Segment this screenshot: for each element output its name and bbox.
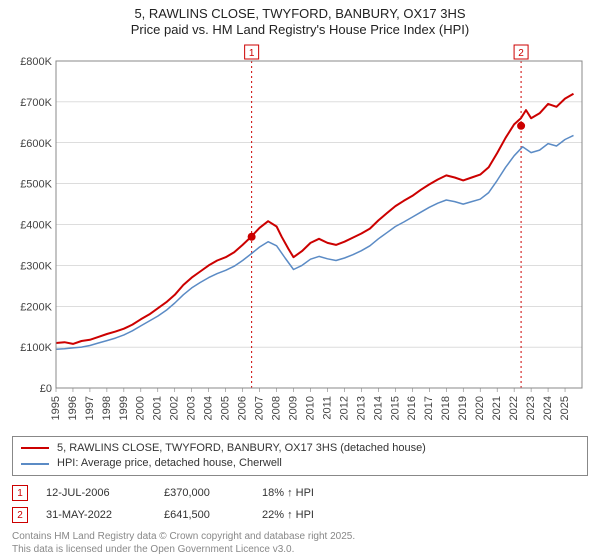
legend-item: HPI: Average price, detached house, Cher… [21, 456, 579, 471]
svg-text:2024: 2024 [542, 396, 554, 420]
svg-text:£800K: £800K [20, 56, 52, 68]
chart-title: 5, RAWLINS CLOSE, TWYFORD, BANBURY, OX17… [12, 6, 588, 39]
transaction-row: 2 31-MAY-2022 £641,500 22% ↑ HPI [12, 504, 588, 526]
svg-text:2016: 2016 [406, 396, 418, 420]
svg-text:1996: 1996 [67, 396, 79, 420]
svg-text:2011: 2011 [321, 396, 333, 420]
title-line-1: 5, RAWLINS CLOSE, TWYFORD, BANBURY, OX17… [134, 6, 465, 21]
svg-text:1997: 1997 [84, 396, 96, 420]
legend-label: HPI: Average price, detached house, Cher… [57, 456, 282, 471]
svg-text:2018: 2018 [440, 396, 452, 420]
svg-text:2010: 2010 [304, 396, 316, 420]
transaction-delta: 18% ↑ HPI [262, 487, 372, 499]
svg-text:2005: 2005 [220, 396, 232, 420]
svg-text:2000: 2000 [135, 396, 147, 420]
chart-plot-area: £0 £100K £200K £300K £400K £500K £600K £700K £80… [12, 43, 588, 430]
svg-text:2012: 2012 [338, 396, 350, 420]
transactions-table: 1 12-JUL-2006 £370,000 18% ↑ HPI 2 31-MA… [12, 482, 588, 526]
svg-text:2006: 2006 [237, 396, 249, 420]
footnote-line-2: This data is licensed under the Open Gov… [12, 544, 294, 555]
transaction-delta: 22% ↑ HPI [262, 509, 372, 521]
svg-text:2021: 2021 [491, 396, 503, 420]
svg-text:1998: 1998 [101, 396, 113, 420]
svg-text:2017: 2017 [423, 396, 435, 420]
transaction-marker: 2 [12, 507, 28, 523]
svg-text:2015: 2015 [389, 396, 401, 420]
legend-item: 5, RAWLINS CLOSE, TWYFORD, BANBURY, OX17… [21, 441, 579, 456]
transaction-price: £370,000 [164, 487, 244, 499]
svg-text:2009: 2009 [287, 396, 299, 420]
line-chart-svg: £0 £100K £200K £300K £400K £500K £600K £700K £80… [12, 43, 588, 430]
footnote-line-1: Contains HM Land Registry data © Crown c… [12, 531, 355, 542]
svg-text:2: 2 [518, 48, 524, 59]
legend-label: 5, RAWLINS CLOSE, TWYFORD, BANBURY, OX17… [57, 441, 426, 456]
transaction-date: 31-MAY-2022 [46, 509, 146, 521]
svg-text:2007: 2007 [254, 396, 266, 420]
svg-text:2008: 2008 [270, 396, 282, 420]
svg-text:2002: 2002 [169, 396, 181, 420]
svg-text:1: 1 [249, 48, 255, 59]
title-line-2: Price paid vs. HM Land Registry's House … [131, 22, 469, 37]
svg-text:£100K: £100K [20, 342, 52, 354]
svg-text:£600K: £600K [20, 137, 52, 149]
svg-text:1999: 1999 [118, 396, 130, 420]
svg-text:2014: 2014 [372, 396, 384, 420]
svg-text:2001: 2001 [152, 396, 164, 420]
legend-swatch [21, 463, 49, 465]
svg-text:2025: 2025 [559, 396, 571, 420]
transaction-marker: 1 [12, 485, 28, 501]
transaction-date: 12-JUL-2006 [46, 487, 146, 499]
svg-text:£400K: £400K [20, 219, 52, 231]
svg-text:2020: 2020 [474, 396, 486, 420]
svg-text:2019: 2019 [457, 396, 469, 420]
svg-text:£200K: £200K [20, 301, 52, 313]
svg-text:2013: 2013 [355, 396, 367, 420]
svg-text:1995: 1995 [50, 396, 62, 420]
svg-text:2022: 2022 [508, 396, 520, 420]
svg-text:£0: £0 [40, 383, 52, 395]
svg-text:2023: 2023 [525, 396, 537, 420]
svg-text:2004: 2004 [203, 396, 215, 420]
svg-text:£500K: £500K [20, 178, 52, 190]
transaction-price: £641,500 [164, 509, 244, 521]
svg-text:£700K: £700K [20, 96, 52, 108]
transaction-row: 1 12-JUL-2006 £370,000 18% ↑ HPI [12, 482, 588, 504]
svg-text:£300K: £300K [20, 260, 52, 272]
footnote: Contains HM Land Registry data © Crown c… [12, 530, 588, 556]
legend: 5, RAWLINS CLOSE, TWYFORD, BANBURY, OX17… [12, 436, 588, 477]
legend-swatch [21, 447, 49, 449]
svg-text:2003: 2003 [186, 396, 198, 420]
chart-container: 5, RAWLINS CLOSE, TWYFORD, BANBURY, OX17… [0, 0, 600, 560]
